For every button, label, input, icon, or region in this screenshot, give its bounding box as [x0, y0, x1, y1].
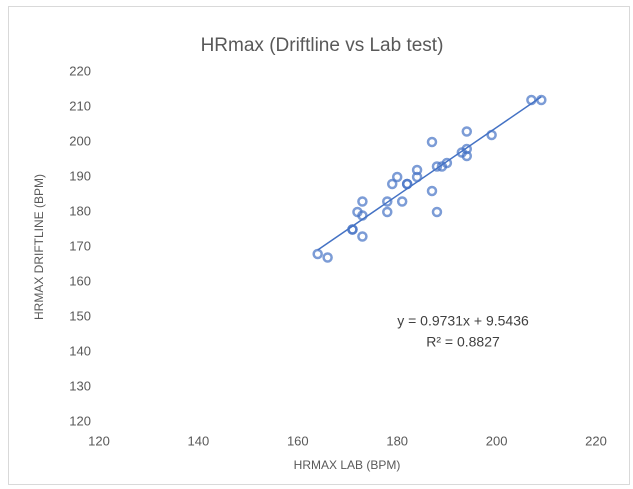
point — [322, 252, 333, 263]
point — [347, 224, 358, 235]
y-tick-label: 150 — [69, 308, 91, 323]
y-tick-label: 130 — [69, 378, 91, 393]
point — [431, 206, 443, 218]
point — [382, 206, 393, 218]
x-tick-label: 220 — [585, 433, 607, 448]
point — [426, 136, 438, 148]
chart-border — [8, 6, 630, 485]
point — [461, 150, 473, 162]
point — [357, 231, 368, 242]
point — [357, 210, 368, 221]
point — [526, 94, 537, 106]
y-axis-title: HRMAX DRIFTLINE (BPM) — [32, 174, 46, 320]
point — [431, 161, 443, 172]
point — [391, 171, 403, 183]
point — [411, 171, 423, 183]
y-tick-label: 120 — [69, 413, 91, 428]
x-tick-label: 180 — [386, 433, 408, 448]
trendline-equation: y = 0.9731x + 9.5436 — [397, 313, 529, 329]
x-axis-title: HRMAX LAB (BPM) — [294, 458, 401, 472]
point — [486, 129, 497, 141]
x-tick-label: 160 — [287, 433, 309, 448]
r-squared: R² = 0.8827 — [426, 334, 500, 350]
point — [536, 94, 547, 106]
point — [396, 196, 408, 207]
x-tick-label: 200 — [486, 433, 508, 448]
point — [441, 157, 453, 169]
x-tick-label: 120 — [88, 433, 110, 448]
point — [426, 185, 438, 197]
point — [461, 126, 473, 137]
y-tick-label: 200 — [69, 133, 91, 148]
chart-title: HRmax (Driftline vs Lab test) — [201, 35, 444, 56]
point — [386, 178, 398, 190]
y-tick-label: 160 — [69, 273, 91, 288]
y-tick-label: 180 — [69, 203, 91, 218]
point — [401, 178, 413, 190]
x-tick-label: 140 — [188, 433, 210, 448]
y-tick-label: 140 — [69, 343, 91, 358]
point — [357, 196, 368, 207]
y-tick-label: 220 — [69, 63, 91, 78]
trendline — [317, 96, 542, 251]
y-tick-label: 210 — [69, 98, 91, 113]
y-tick-label: 170 — [69, 238, 91, 253]
point — [382, 196, 393, 207]
point — [312, 248, 323, 260]
y-tick-label: 190 — [69, 168, 91, 183]
